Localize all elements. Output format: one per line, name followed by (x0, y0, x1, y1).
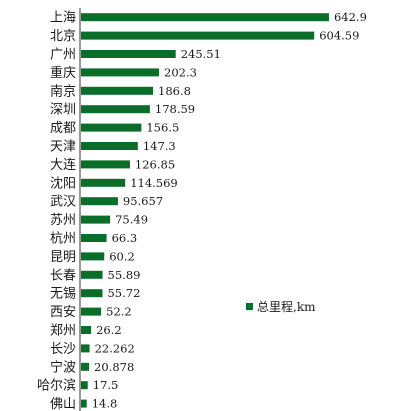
category-label: 深圳 (50, 103, 76, 118)
category-label: 武汉 (50, 195, 76, 210)
bar-5 (81, 105, 150, 114)
legend: 总里程,km (246, 299, 316, 314)
legend-swatch (246, 303, 253, 310)
category-label: 广州 (50, 48, 76, 63)
category-label: 成都 (50, 121, 76, 136)
bar-16 (81, 307, 102, 316)
value-label: 20.878 (94, 360, 134, 374)
category-label: 宁波 (50, 359, 76, 375)
value-label: 642.9 (334, 10, 367, 24)
value-label: 604.59 (319, 29, 359, 43)
category-label: 哈尔滨 (37, 378, 76, 394)
bar-1 (81, 31, 315, 40)
bar-0 (81, 13, 329, 22)
bar-15 (81, 289, 103, 298)
category-label: 杭州 (50, 232, 76, 247)
value-label: 66.3 (112, 231, 138, 245)
bar-21 (81, 399, 87, 408)
bar-6 (81, 123, 142, 132)
bar-20 (81, 381, 88, 390)
value-label: 14.8 (92, 397, 118, 411)
legend-label: 总里程,km (257, 299, 316, 314)
value-label: 52.2 (106, 305, 132, 319)
category-label: 长春 (50, 268, 76, 283)
category-label: 天津 (50, 140, 76, 155)
value-label: 75.49 (115, 213, 148, 227)
bar-10 (81, 197, 118, 206)
value-label: 17.5 (93, 378, 119, 392)
value-label: 245.51 (181, 47, 221, 61)
category-label: 郑州 (50, 324, 76, 339)
bar-2 (81, 50, 176, 58)
category-label: 重庆 (50, 65, 76, 81)
category-label: 上海 (50, 11, 76, 26)
value-label: 156.5 (146, 121, 179, 135)
bar-14 (81, 270, 103, 279)
value-label: 22.262 (95, 341, 135, 355)
category-label: 无锡 (50, 287, 76, 302)
value-label: 186.8 (158, 84, 191, 98)
category-label: 西安 (50, 305, 76, 320)
bar-17 (81, 326, 92, 334)
value-label: 114.569 (130, 176, 178, 190)
bar-3 (81, 68, 160, 77)
category-label: 苏州 (50, 212, 76, 228)
category-label: 佛山 (50, 397, 76, 411)
category-label: 南京 (50, 83, 76, 99)
bar-13 (81, 252, 105, 261)
bar-18 (81, 344, 90, 353)
value-label: 178.59 (155, 102, 195, 116)
bar-9 (81, 178, 126, 187)
value-label: 95.657 (123, 194, 163, 208)
value-label: 147.3 (143, 139, 176, 153)
bar-8 (81, 160, 130, 169)
value-label: 55.72 (107, 286, 140, 300)
value-label: 26.2 (96, 323, 122, 337)
bar-11 (81, 215, 111, 224)
category-label: 北京 (50, 29, 76, 44)
value-label: 202.3 (164, 65, 197, 79)
category-label: 大连 (50, 157, 76, 173)
category-label: 昆明 (50, 250, 76, 265)
bar-12 (81, 234, 107, 242)
bar-4 (81, 86, 154, 95)
category-label: 沈阳 (50, 176, 76, 191)
category-label: 长沙 (50, 342, 76, 357)
value-label: 60.2 (109, 249, 135, 263)
value-label: 55.89 (108, 268, 141, 282)
bar-7 (81, 142, 138, 150)
bar-19 (81, 362, 90, 371)
value-label: 126.85 (135, 157, 175, 171)
